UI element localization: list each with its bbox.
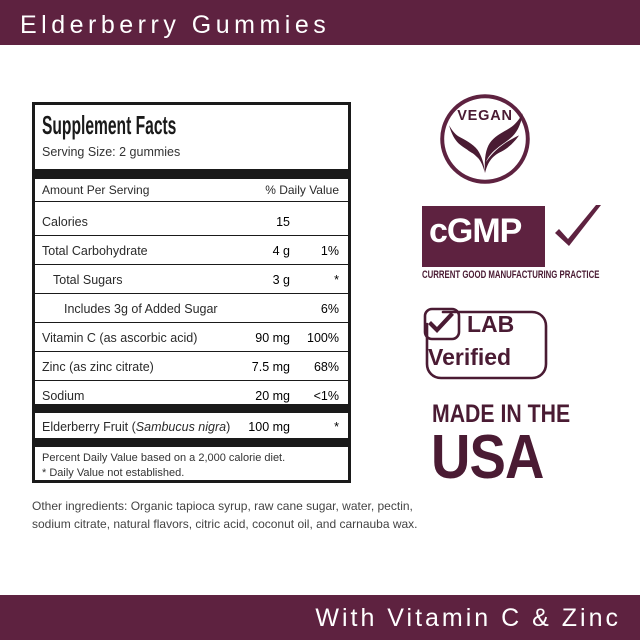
svg-text:LAB: LAB [467, 311, 514, 337]
svg-text:Verified: Verified [428, 344, 511, 370]
